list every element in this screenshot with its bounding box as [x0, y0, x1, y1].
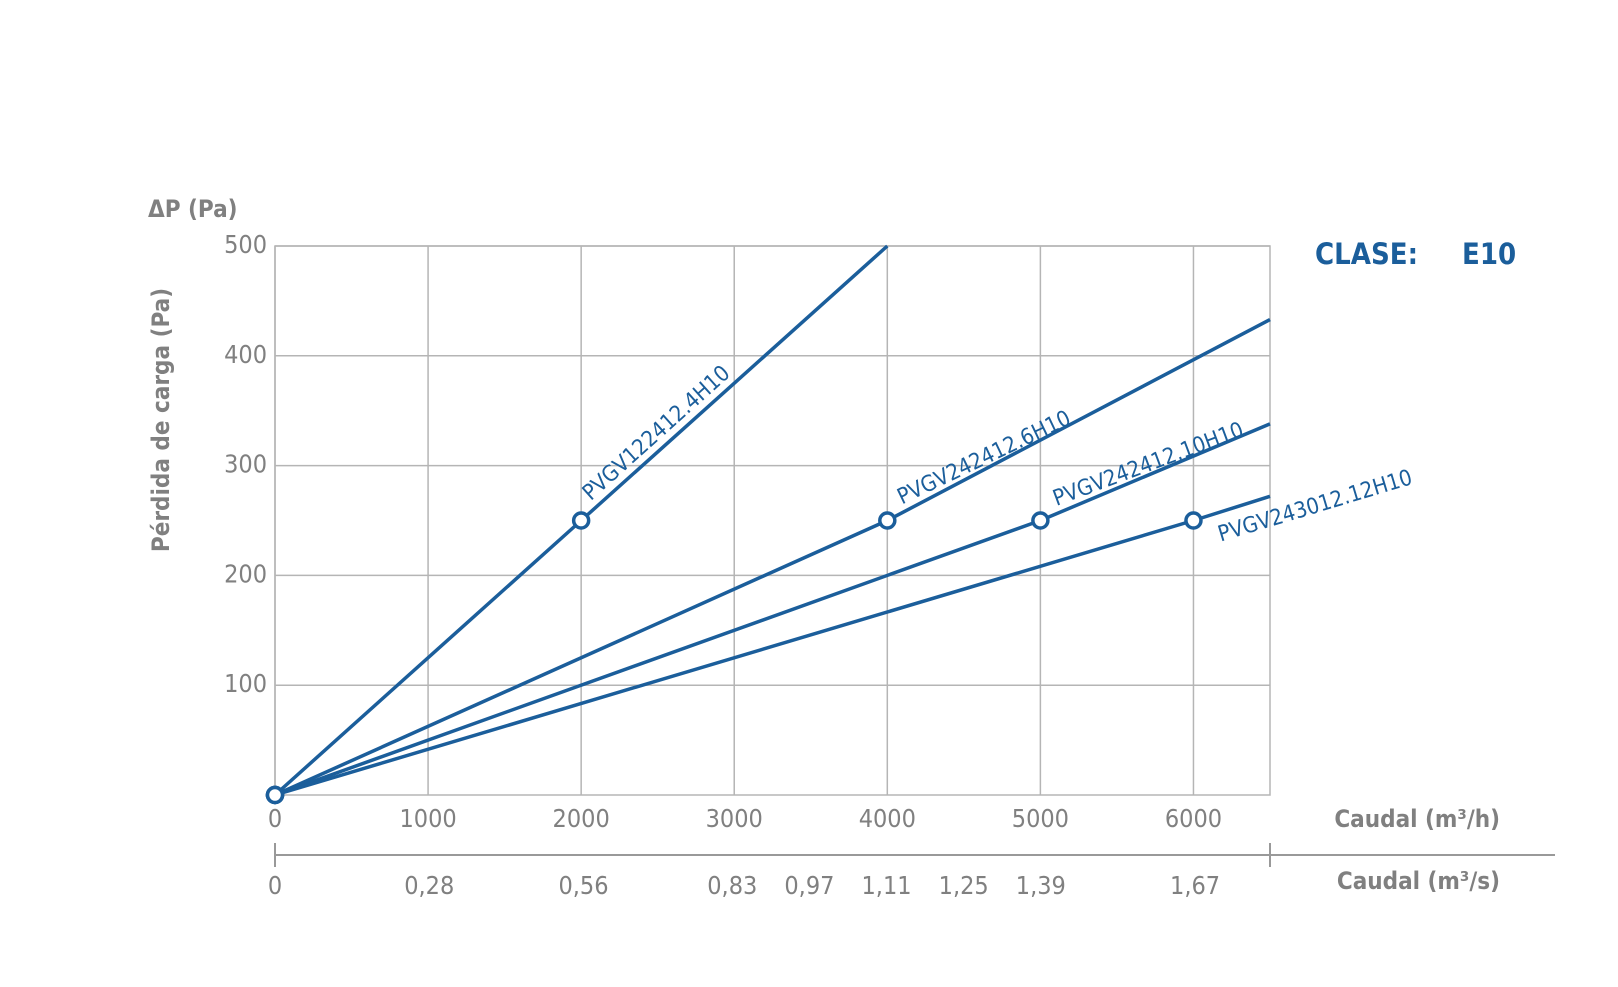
- data-point: [878, 511, 897, 530]
- x-tick-label: 2000: [553, 804, 610, 833]
- x-tick-label: 0: [268, 804, 282, 833]
- x2-tick-label: 1,11: [862, 871, 912, 900]
- class-value: E10: [1462, 237, 1516, 271]
- x-tick-label: 4000: [859, 804, 916, 833]
- y-tick-label: 400: [224, 340, 267, 369]
- series-label: PVGV122412.4H10: [578, 361, 735, 506]
- y-tick-label: 300: [224, 450, 267, 479]
- series-line: [274, 318, 1271, 797]
- y-tick-label: 100: [224, 669, 267, 698]
- series-label: PVGV243012.12H10: [1215, 465, 1415, 547]
- y-tick-label: 200: [224, 559, 267, 588]
- x2-tick-label: 0,97: [784, 871, 834, 900]
- plot-frame: [274, 245, 1271, 796]
- x-tick-label: 1000: [399, 804, 456, 833]
- class-label: CLASE:: [1315, 237, 1418, 271]
- x2-tick-label: 0,83: [707, 871, 757, 900]
- x2-tick-label: 0: [268, 871, 282, 900]
- x2-tick-label: 0,56: [558, 871, 608, 900]
- series-line: [274, 494, 1271, 797]
- x-tick-label: 6000: [1165, 804, 1222, 833]
- data-point: [265, 785, 285, 805]
- x-tick-label: 5000: [1012, 804, 1069, 833]
- series-label: PVGV242412.6H10: [894, 406, 1075, 510]
- x2-tick-label: 1,39: [1016, 871, 1066, 900]
- x2-tick-label: 0,28: [404, 871, 454, 900]
- x2-tick-label: 1,25: [939, 871, 989, 900]
- series-label: PVGV242412.10H10: [1050, 418, 1247, 512]
- x-tick-label: 3000: [706, 804, 763, 833]
- data-point: [1031, 511, 1050, 530]
- data-point: [1184, 511, 1203, 530]
- x2-tick-label: 1,67: [1170, 871, 1220, 900]
- y-axis-symbol: ΔP (Pa): [148, 195, 238, 223]
- data-point: [571, 511, 591, 530]
- x2-axis-title: Caudal (m³/s): [1337, 867, 1500, 895]
- y-tick-label: 500: [224, 230, 267, 259]
- y-axis-title: Pérdida de carga (Pa): [147, 288, 175, 552]
- x-axis-title: Caudal (m³/h): [1334, 805, 1500, 833]
